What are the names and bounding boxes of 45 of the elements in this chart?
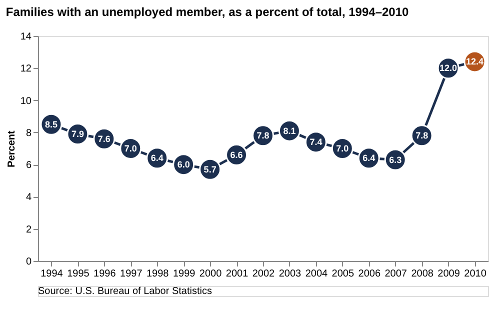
x-tick-label: 2008	[411, 268, 434, 280]
data-label: 6.6	[230, 150, 243, 160]
x-tick-label: 1997	[120, 268, 143, 280]
x-tick-label: 2009	[438, 268, 460, 280]
x-tick-label: 2010	[464, 268, 487, 280]
data-label: 7.0	[336, 144, 349, 154]
y-tick-label: 4	[26, 192, 32, 204]
x-tick-label: 2006	[358, 268, 381, 280]
data-label: 6.4	[362, 153, 376, 164]
data-label: 7.9	[71, 129, 84, 140]
data-label: 7.8	[416, 130, 428, 141]
x-tick-label: 1998	[146, 268, 170, 280]
chart-title: Families with an unemployed member, as a percent of total, 1994–2010	[6, 5, 410, 19]
x-tick-label: 1999	[172, 268, 196, 280]
y-tick-label: 8	[26, 128, 32, 139]
data-label: 6.3	[389, 154, 402, 165]
y-axis-title: Percent	[6, 130, 18, 168]
data-label: 12.4	[466, 56, 484, 67]
y-tick-label: 10	[20, 96, 32, 107]
data-label: 7.6	[98, 134, 110, 144]
data-label: 8.1	[283, 126, 296, 136]
x-tick-label: 2003	[278, 268, 302, 280]
x-tick-label: 2001	[226, 268, 249, 280]
data-label: 6.4	[150, 153, 164, 164]
y-tick-label: 12	[20, 64, 32, 75]
y-tick-label: 2	[26, 224, 32, 236]
x-tick-label: 2005	[332, 268, 354, 280]
data-label: 7.4	[310, 137, 322, 148]
x-tick-label: 2004	[305, 268, 328, 280]
x-tick-label: 1995	[67, 268, 90, 280]
data-label: 8.5	[44, 119, 58, 130]
data-label: 7.0	[124, 144, 137, 154]
x-tick-label: 2007	[384, 268, 408, 280]
y-tick-label: 0	[26, 256, 32, 268]
data-label: 7.8	[256, 130, 270, 141]
source-note: Source: U.S. Bureau of Labor Statistics	[38, 286, 212, 297]
y-tick-label: 14	[20, 32, 32, 42]
x-tick-label: 2000	[199, 268, 222, 280]
x-tick-label: 1996	[94, 268, 116, 280]
data-label: 5.7	[204, 164, 216, 174]
data-label: 6.0	[177, 160, 190, 170]
data-label: 12.0	[440, 63, 458, 74]
x-tick-label: 1994	[40, 268, 64, 280]
x-tick-label: 2002	[252, 268, 276, 280]
y-tick-label: 6	[26, 160, 32, 172]
